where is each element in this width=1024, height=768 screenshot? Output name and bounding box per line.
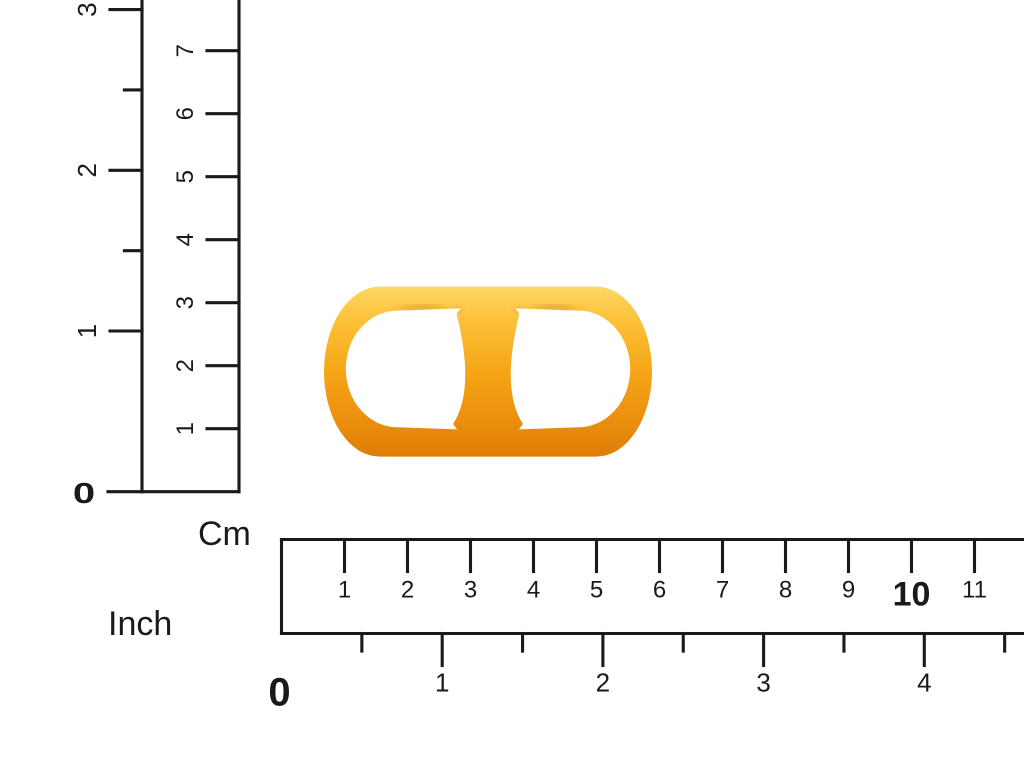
svg-text:1: 1	[172, 422, 199, 435]
svg-text:2: 2	[72, 163, 102, 177]
svg-text:4: 4	[917, 668, 931, 698]
svg-text:9: 9	[842, 577, 855, 604]
svg-text:11: 11	[962, 577, 987, 604]
svg-text:3: 3	[464, 577, 477, 604]
svg-text:6: 6	[653, 577, 666, 604]
svg-text:3: 3	[756, 668, 770, 698]
svg-text:1: 1	[72, 324, 102, 338]
svg-text:2: 2	[596, 668, 610, 698]
svg-text:2: 2	[401, 577, 414, 604]
svg-text:5: 5	[172, 170, 199, 183]
svg-text:4: 4	[172, 233, 199, 246]
svg-text:6: 6	[172, 107, 199, 120]
svg-text:3: 3	[172, 296, 199, 309]
svg-text:8: 8	[779, 577, 792, 604]
svg-text:1: 1	[338, 577, 351, 604]
svg-text:4: 4	[527, 577, 540, 604]
svg-text:0: 0	[268, 671, 290, 715]
svg-text:5: 5	[590, 577, 603, 604]
svg-text:2: 2	[172, 359, 199, 372]
svg-text:10: 10	[893, 576, 931, 614]
svg-text:1: 1	[435, 668, 449, 698]
svg-text:3: 3	[72, 2, 102, 16]
svg-text:0: 0	[73, 477, 95, 509]
svg-text:7: 7	[716, 577, 729, 604]
svg-text:7: 7	[172, 44, 199, 57]
